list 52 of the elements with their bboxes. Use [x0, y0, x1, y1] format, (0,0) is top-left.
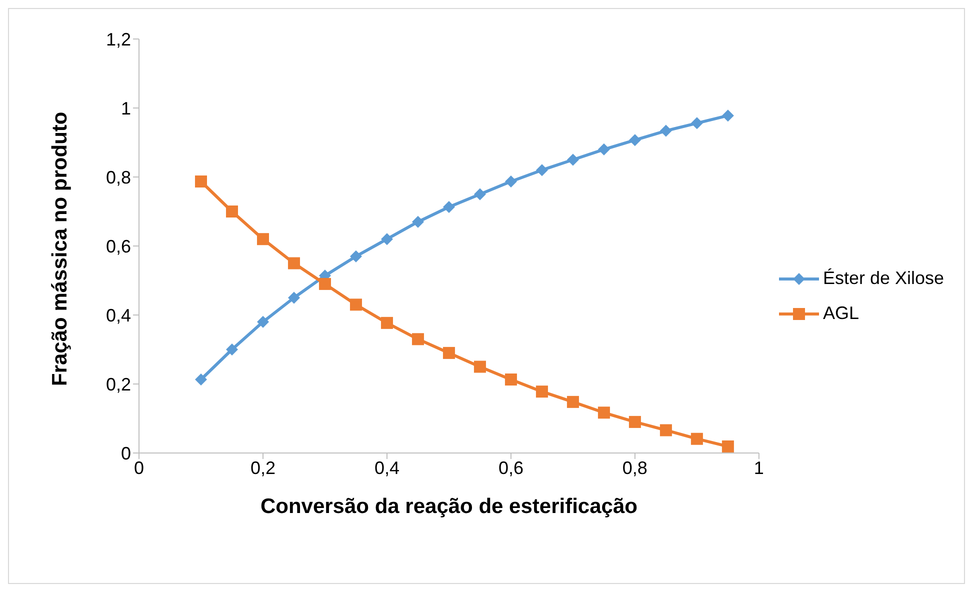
- y-tick-label: 1: [120, 98, 131, 118]
- y-tick-label: 0: [120, 443, 131, 464]
- y-tick-label: 0,6: [106, 236, 131, 256]
- x-axis-title: Conversão da reação de esterificação: [260, 495, 638, 518]
- point: [226, 344, 238, 356]
- y-tick-label: 1,2: [106, 29, 131, 50]
- legend-label: Éster de Xilose: [822, 268, 944, 289]
- point: [690, 117, 703, 130]
- point: [628, 134, 641, 146]
- y-tick-label: 0,4: [106, 305, 131, 326]
- legend-label: AGL: [822, 303, 859, 324]
- point: [442, 346, 455, 359]
- point: [598, 406, 610, 419]
- point: [288, 257, 300, 270]
- point: [318, 278, 331, 290]
- point: [380, 316, 393, 329]
- x-tick-label: 0,6: [498, 458, 524, 478]
- y-axis-title: Fração mássica no produto: [48, 112, 72, 386]
- x-tick-label: 0,8: [622, 458, 648, 478]
- y-tick-label: 0,8: [106, 167, 131, 188]
- point: [474, 188, 486, 200]
- point: [690, 432, 703, 445]
- point: [256, 316, 269, 328]
- x-tick-label: 0,2: [250, 458, 276, 478]
- point: [660, 124, 672, 137]
- x-tick-label: 0: [134, 458, 144, 478]
- point: [536, 386, 548, 398]
- x-tick-label: 1: [754, 458, 764, 478]
- point: [226, 206, 238, 218]
- point: [474, 360, 486, 373]
- point: [628, 416, 641, 428]
- point: [194, 175, 207, 188]
- point: [660, 424, 672, 436]
- point: [350, 250, 362, 262]
- point: [442, 201, 455, 214]
- point: [536, 164, 548, 176]
- point: [412, 216, 424, 228]
- point: [288, 292, 300, 304]
- point: [504, 374, 517, 386]
- x-tick-label: 0,4: [374, 458, 400, 478]
- point: [350, 298, 362, 311]
- point: [722, 440, 734, 452]
- point: [256, 233, 269, 246]
- point: [722, 110, 734, 122]
- point: [194, 374, 207, 386]
- point: [598, 143, 610, 156]
- point: [566, 396, 579, 408]
- y-tick-label: 0,2: [106, 374, 131, 394]
- point: [566, 154, 579, 166]
- point: [380, 233, 393, 246]
- point: [412, 333, 424, 346]
- point: [504, 175, 517, 188]
